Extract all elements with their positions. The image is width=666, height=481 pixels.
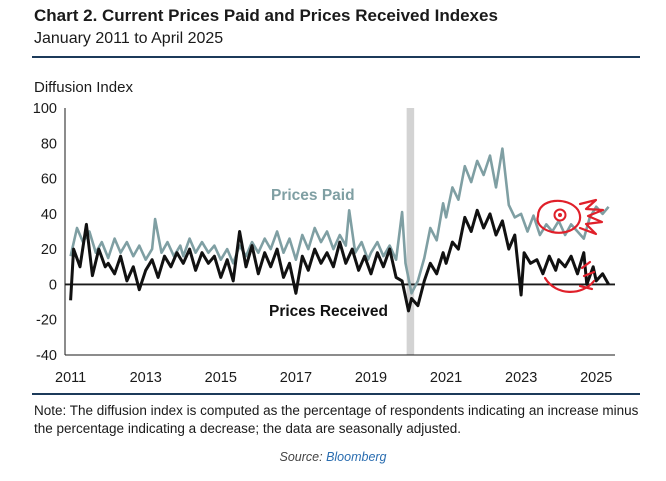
y-tick-label: -40 <box>36 348 57 364</box>
series-label-prices-paid: Prices Paid <box>271 187 355 204</box>
x-tick-label: 2019 <box>355 370 387 386</box>
doodle-eye <box>553 208 567 222</box>
shaded-period-layer <box>406 108 415 355</box>
y-tick-label: 100 <box>33 101 57 117</box>
x-tick-label: 2013 <box>130 370 162 386</box>
bottom-divider <box>32 393 640 395</box>
doodle-shape <box>536 199 582 234</box>
series-label-prices-received: Prices Received <box>269 303 388 320</box>
x-tick-label: 2023 <box>505 370 537 386</box>
top-divider <box>32 56 640 58</box>
chart-subtitle: January 2011 to April 2025 <box>34 30 224 47</box>
annotation-layer <box>536 198 605 293</box>
y-tick-label: 40 <box>41 207 57 223</box>
doodle-mark <box>543 276 596 293</box>
y-tick-label: 60 <box>41 172 57 188</box>
y-tick-label: -20 <box>36 313 57 329</box>
x-tick-label: 2015 <box>205 370 237 386</box>
chart-svg: -40 -20 0 20 40 60 80 100 2011 2013 2015 2017 2019 20… <box>33 79 615 386</box>
source-prefix: Source: <box>279 450 323 464</box>
axis-layer: -40 -20 0 20 40 60 80 100 2011 2013 2015 2017 2019 20… <box>33 101 615 386</box>
source-line: Source: Bloomberg <box>0 450 666 464</box>
y-axis-label: Diffusion Index <box>34 79 133 96</box>
doodle-dashes <box>578 260 596 291</box>
y-tick-label: 0 <box>49 277 57 293</box>
doodle-rays <box>578 198 605 236</box>
x-tick-label: 2025 <box>580 370 612 386</box>
series-line-prices-paid <box>69 147 610 295</box>
chart-note: Note: The diffusion index is computed as… <box>34 403 639 436</box>
series-line-prices-received <box>69 208 610 313</box>
doodle-pupil <box>558 213 562 217</box>
source-link[interactable]: Bloomberg <box>326 450 387 464</box>
x-tick-label: 2017 <box>280 370 312 386</box>
series-layer <box>69 147 610 313</box>
x-tick-label: 2011 <box>55 370 86 386</box>
x-tick-label: 2021 <box>430 370 462 386</box>
y-tick-label: 80 <box>41 136 57 152</box>
shaded-period <box>406 108 415 355</box>
y-tick-label: 20 <box>41 242 57 258</box>
chart-title: Chart 2. Current Prices Paid and Prices … <box>34 6 498 25</box>
